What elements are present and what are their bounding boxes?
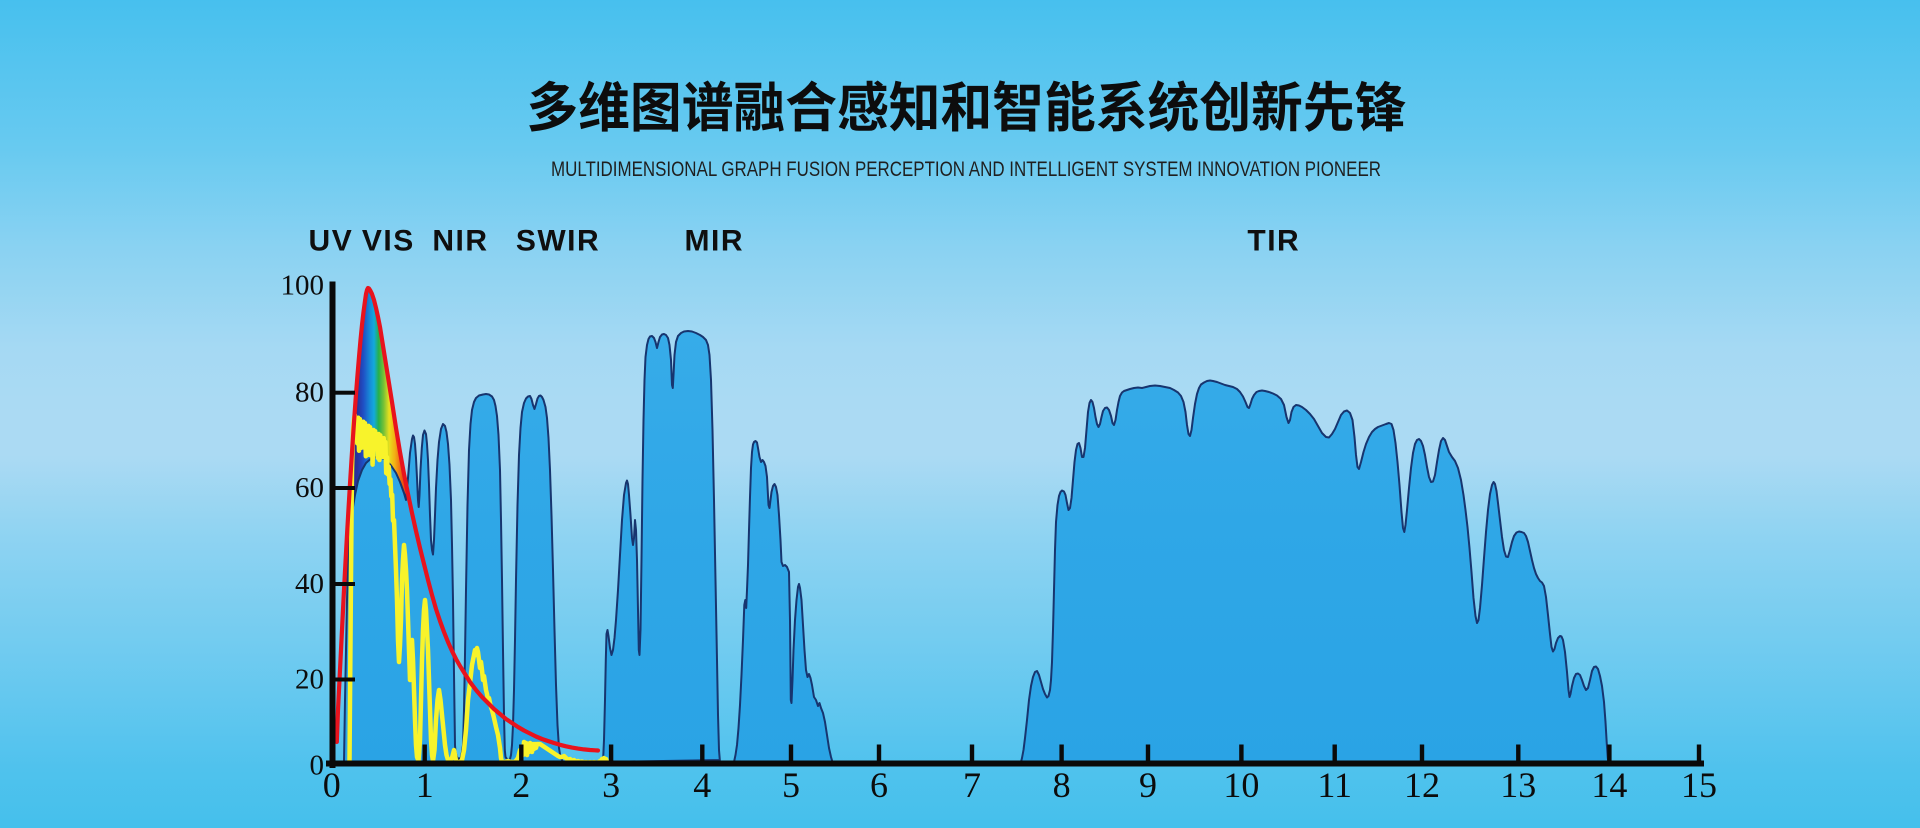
svg-text:11: 11 [1317,765,1352,805]
svg-text:15: 15 [1681,765,1717,805]
svg-text:4: 4 [693,765,711,805]
svg-text:6: 6 [870,765,888,805]
svg-text:MULTIDIMENSIONAL GRAPH FUSION: MULTIDIMENSIONAL GRAPH FUSION PERCEPTION… [551,157,1381,181]
svg-text:13: 13 [1500,765,1536,805]
svg-text:NIR: NIR [432,225,488,258]
svg-text:UV: UV [309,225,354,258]
svg-text:12: 12 [1404,765,1440,805]
svg-text:40: 40 [295,568,324,600]
svg-text:2: 2 [512,765,530,805]
svg-text:9: 9 [1139,765,1157,805]
svg-text:VIS: VIS [362,225,415,258]
svg-text:5: 5 [782,765,800,805]
svg-text:TIR: TIR [1247,225,1300,258]
svg-text:10: 10 [1223,765,1259,805]
svg-text:14: 14 [1591,765,1627,805]
svg-text:SWIR: SWIR [516,225,600,258]
svg-text:0: 0 [323,765,341,805]
svg-text:8: 8 [1053,765,1071,805]
svg-text:3: 3 [602,765,620,805]
svg-text:7: 7 [963,765,981,805]
svg-text:60: 60 [295,472,324,504]
svg-text:80: 80 [295,377,324,409]
svg-text:20: 20 [295,664,324,696]
svg-text:1: 1 [416,765,434,805]
svg-text:MIR: MIR [685,225,745,258]
svg-text:100: 100 [281,270,325,302]
svg-text:0: 0 [310,750,325,782]
